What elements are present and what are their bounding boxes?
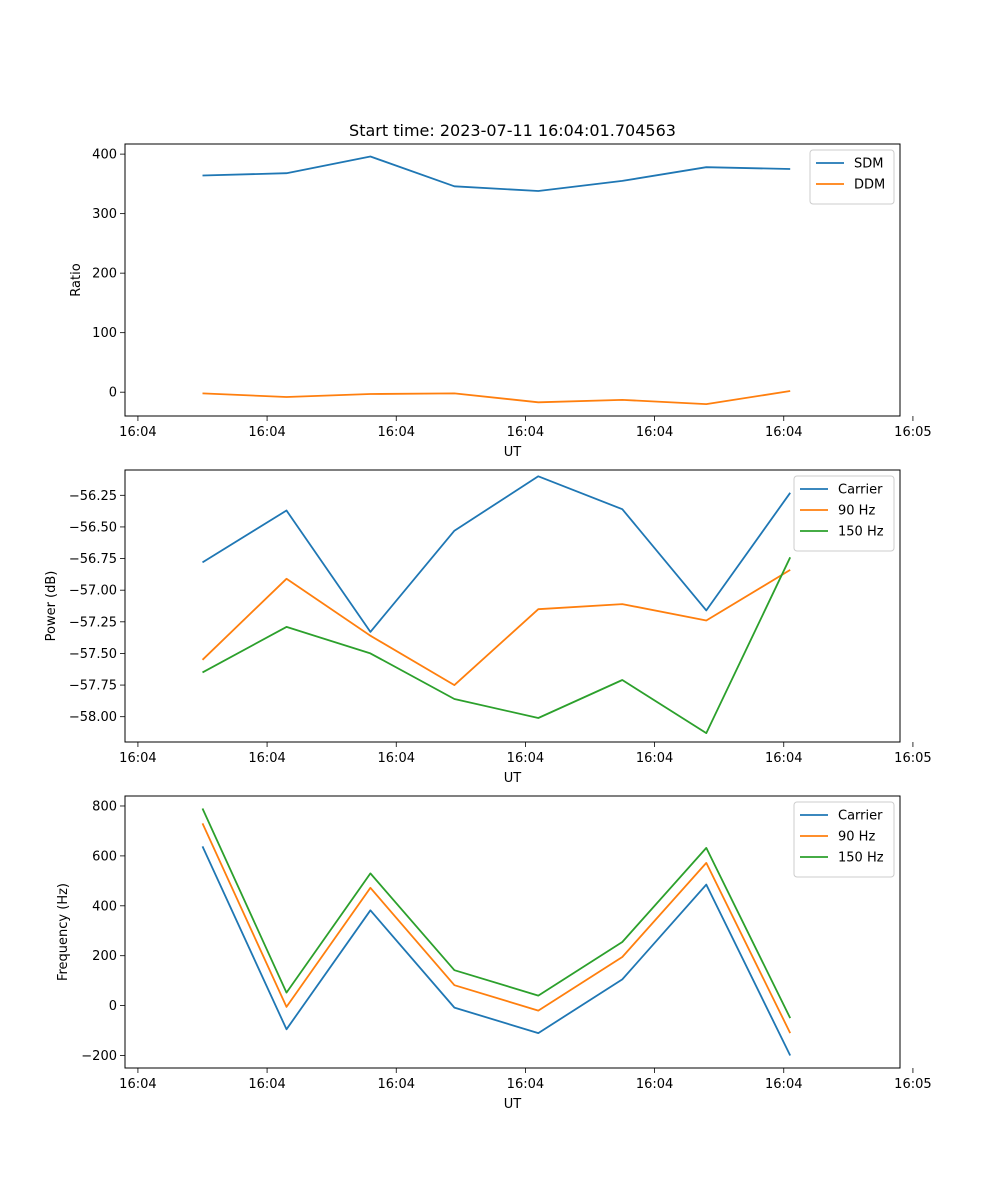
y-tick-label: −200 <box>81 1049 117 1064</box>
x-tick-label: 16:04 <box>248 425 285 440</box>
x-tick-label: 16:05 <box>894 425 931 440</box>
legend-label: Carrier <box>838 483 883 498</box>
y-tick-label: −57.50 <box>69 647 117 662</box>
y-axis-label: Power (dB) <box>44 571 59 642</box>
y-tick-label: −57.75 <box>69 679 117 694</box>
legend-label: 150 Hz <box>838 851 884 866</box>
x-tick-label: 16:04 <box>507 425 544 440</box>
y-tick-label: 0 <box>109 386 117 401</box>
y-tick-label: 400 <box>92 148 117 163</box>
x-tick-label: 16:05 <box>894 751 931 766</box>
series-line-90-hz <box>201 569 791 686</box>
x-tick-label: 16:04 <box>636 425 673 440</box>
y-tick-label: −56.25 <box>69 489 117 504</box>
axes-frame <box>124 795 901 1069</box>
series-line-90-hz <box>201 823 792 1034</box>
x-axis-label: UT <box>504 771 522 786</box>
x-tick-label: 16:05 <box>894 1077 931 1092</box>
y-tick-label: 200 <box>92 949 117 964</box>
legend-label: SDM <box>854 157 883 172</box>
y-tick-label: −58.00 <box>69 710 117 725</box>
legend: SDM DDM <box>809 149 895 205</box>
y-tick-label: −56.75 <box>69 552 117 567</box>
x-tick-label: 16:04 <box>378 1077 415 1092</box>
x-tick-label: 16:04 <box>248 1077 285 1092</box>
y-tick-label: 200 <box>92 267 117 282</box>
legend-label: DDM <box>854 178 885 193</box>
x-tick-label: 16:04 <box>765 425 802 440</box>
legend-label: 150 Hz <box>838 525 884 540</box>
y-tick-label: 300 <box>92 207 117 222</box>
y-tick-label: 800 <box>92 799 117 814</box>
x-axis-label: UT <box>504 445 522 460</box>
chart-panel-2: 16:04 16:04 16:04 16:04 16:04 16:04 16:05 −58.0… <box>44 469 932 786</box>
y-tick-label: −57.25 <box>69 615 117 630</box>
legend-label: 90 Hz <box>838 504 875 519</box>
y-tick-label: 0 <box>109 999 117 1014</box>
y-tick-label: 600 <box>92 849 117 864</box>
x-tick-label: 16:04 <box>378 751 415 766</box>
x-tick-label: 16:04 <box>378 425 415 440</box>
y-axis-label: Ratio <box>69 263 84 296</box>
series-line-150-hz <box>201 808 792 1019</box>
series-line-150-hz <box>202 556 792 734</box>
axes-frame <box>124 469 901 743</box>
y-tick-label: −57.00 <box>69 584 117 599</box>
x-tick-label: 16:04 <box>119 425 156 440</box>
y-tick-label: 400 <box>92 899 117 914</box>
y-tick-label: 100 <box>92 326 117 341</box>
chart-panel-1: 16:04 16:04 16:04 16:04 16:04 16:04 16:05 0 100 2… <box>69 121 932 460</box>
x-tick-label: 16:04 <box>636 1077 673 1092</box>
series-line-carrier <box>201 846 792 1056</box>
x-tick-label: 16:04 <box>636 751 673 766</box>
y-axis-label: Frequency (Hz) <box>56 883 71 981</box>
legend-label: Carrier <box>838 809 883 824</box>
series-line-carrier <box>202 475 791 633</box>
x-tick-label: 16:04 <box>507 1077 544 1092</box>
x-tick-label: 16:04 <box>507 751 544 766</box>
legend: Carrier 90 Hz 150 Hz <box>793 475 895 552</box>
legend-box <box>793 801 895 878</box>
legend-box <box>793 475 895 552</box>
y-tick-label: −56.50 <box>69 520 117 535</box>
x-tick-label: 16:04 <box>765 1077 802 1092</box>
series-line-ddm <box>202 390 791 406</box>
legend-label: 90 Hz <box>838 830 875 845</box>
x-tick-label: 16:04 <box>119 1077 156 1092</box>
legend: Carrier 90 Hz 150 Hz <box>793 801 895 878</box>
x-tick-label: 16:04 <box>119 751 156 766</box>
series-line-sdm <box>202 155 791 192</box>
chart-title: Start time: 2023-07-11 16:04:01.704563 <box>349 121 676 140</box>
x-axis-label: UT <box>504 1097 522 1112</box>
x-tick-label: 16:04 <box>248 751 285 766</box>
axes-frame <box>124 143 901 417</box>
chart-panel-3: 16:04 16:04 16:04 16:04 16:04 16:04 16:05 −200 0… <box>56 795 932 1112</box>
x-tick-label: 16:04 <box>765 751 802 766</box>
